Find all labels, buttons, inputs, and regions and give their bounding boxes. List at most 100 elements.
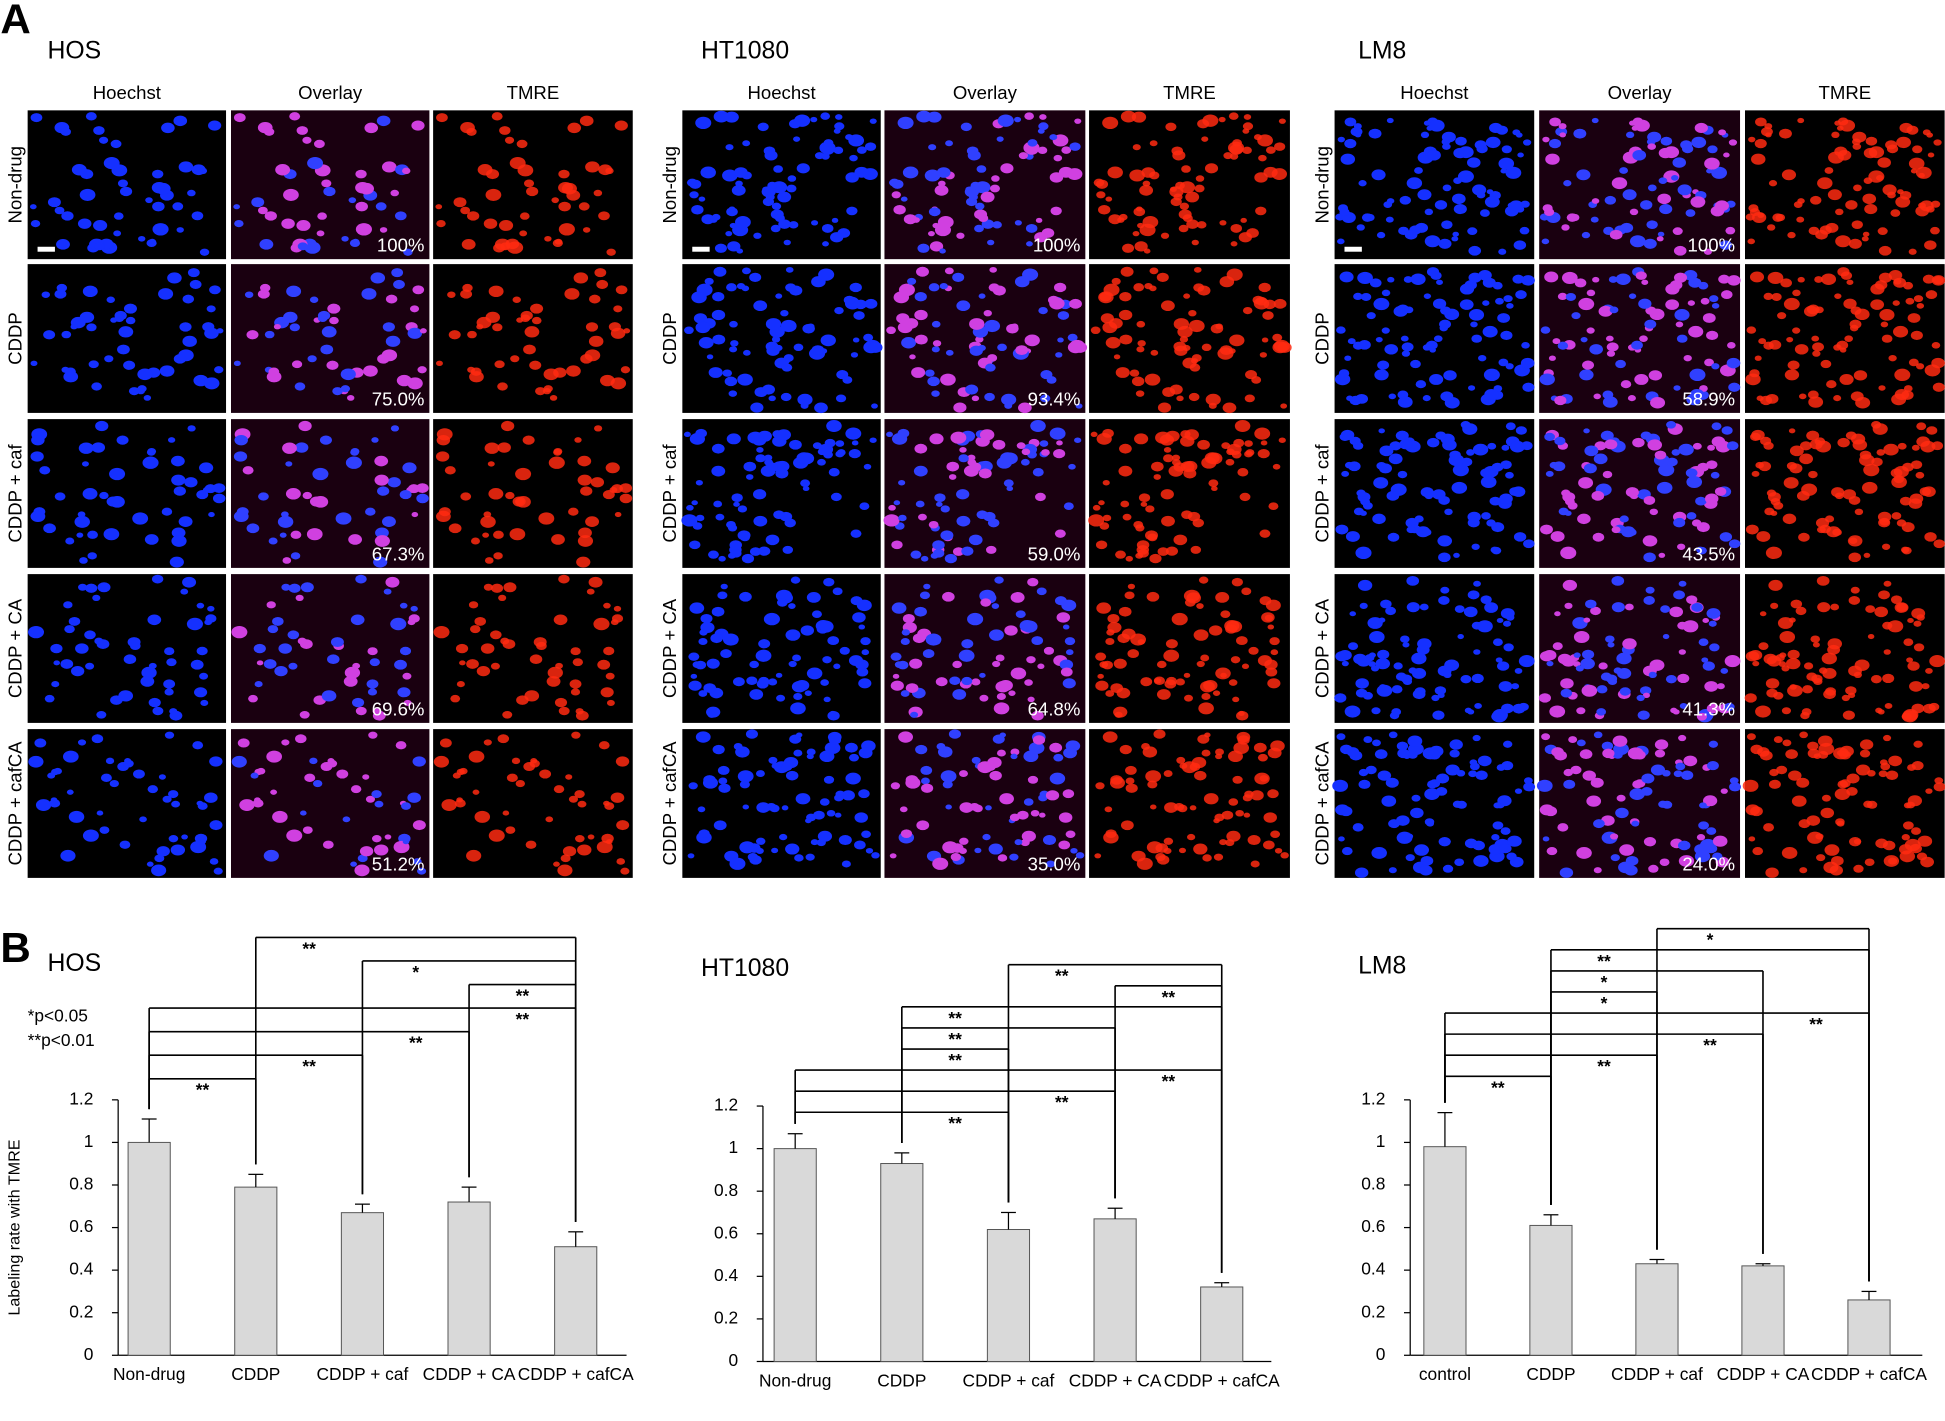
cell-image	[1334, 419, 1535, 568]
cell	[1438, 596, 1450, 605]
cell	[350, 785, 362, 794]
cell	[106, 496, 120, 507]
cell	[717, 591, 728, 600]
cell	[382, 516, 396, 527]
cell	[1891, 512, 1902, 520]
cell	[1726, 357, 1741, 369]
cell	[289, 112, 301, 121]
cell	[1540, 524, 1553, 535]
cell	[455, 643, 469, 654]
cell	[950, 853, 962, 861]
cell	[190, 659, 204, 670]
cell	[605, 167, 614, 175]
cell	[198, 167, 208, 175]
cell	[953, 402, 967, 413]
cell	[940, 530, 954, 541]
cell	[407, 377, 423, 390]
cell	[742, 140, 751, 147]
cell	[1063, 502, 1074, 511]
cell	[1817, 602, 1831, 613]
cell	[704, 277, 714, 285]
cell	[1196, 660, 1205, 668]
cell	[985, 545, 997, 554]
cell	[982, 833, 991, 841]
cell	[812, 442, 822, 450]
cell	[1375, 336, 1383, 343]
cell	[340, 385, 351, 393]
cell	[88, 360, 99, 369]
cell	[967, 454, 976, 461]
cell	[1059, 659, 1074, 670]
cell	[729, 346, 738, 353]
cell	[594, 425, 603, 432]
cell	[1581, 649, 1595, 660]
cell	[1105, 196, 1113, 202]
cell	[789, 439, 802, 450]
cell	[742, 804, 750, 810]
cell	[1694, 844, 1708, 855]
cell	[154, 854, 165, 863]
category-label: CDDP + CA	[1716, 1363, 1810, 1384]
cell	[1798, 819, 1811, 829]
cell-image	[1334, 264, 1535, 413]
cell	[63, 601, 73, 609]
cell	[1883, 734, 1892, 742]
cell	[85, 112, 97, 121]
cell	[186, 617, 203, 631]
cell	[1099, 292, 1112, 302]
column-header: TMRE	[1163, 82, 1216, 103]
cell	[692, 661, 702, 668]
cell	[1836, 749, 1845, 757]
cell	[1146, 591, 1160, 602]
cell	[179, 322, 192, 332]
cell	[932, 340, 942, 347]
cell	[958, 649, 975, 662]
cell	[187, 189, 196, 197]
cell	[936, 167, 951, 178]
cell	[722, 169, 738, 182]
cell	[352, 662, 361, 669]
cell	[1339, 806, 1353, 817]
cell	[1058, 840, 1071, 850]
cell	[1566, 213, 1578, 222]
cell	[1835, 235, 1851, 248]
cell	[109, 779, 119, 788]
cell	[56, 239, 70, 250]
cell	[1897, 442, 1907, 450]
significance-label: *	[1601, 972, 1608, 992]
cell	[1850, 306, 1862, 315]
cell	[497, 442, 511, 453]
cell	[604, 802, 615, 810]
cell	[164, 647, 175, 656]
cell	[1792, 289, 1801, 297]
cell	[796, 452, 812, 464]
cell	[1636, 694, 1645, 702]
y-tick-label: 1.2	[69, 1088, 93, 1108]
cell	[1656, 236, 1664, 242]
cell	[911, 367, 926, 378]
cell	[1815, 833, 1824, 840]
cell	[355, 574, 367, 584]
cell	[776, 429, 791, 441]
cell	[1908, 358, 1919, 367]
cell	[270, 789, 278, 795]
cell	[1764, 123, 1773, 130]
cell	[1925, 290, 1938, 299]
cell	[806, 753, 814, 760]
cell	[1632, 780, 1643, 789]
cell	[1272, 463, 1281, 470]
cell	[488, 285, 504, 298]
cell	[1460, 420, 1471, 429]
cell	[891, 191, 901, 199]
cell	[893, 500, 901, 506]
cell	[1062, 678, 1076, 689]
cell	[1908, 248, 1917, 255]
cell	[470, 537, 480, 545]
cell	[1852, 439, 1868, 451]
significance-label: **	[1162, 1071, 1176, 1091]
cell	[1472, 184, 1487, 196]
cell	[835, 114, 843, 120]
cell	[252, 799, 264, 808]
cell	[364, 122, 379, 134]
cell	[435, 451, 450, 462]
